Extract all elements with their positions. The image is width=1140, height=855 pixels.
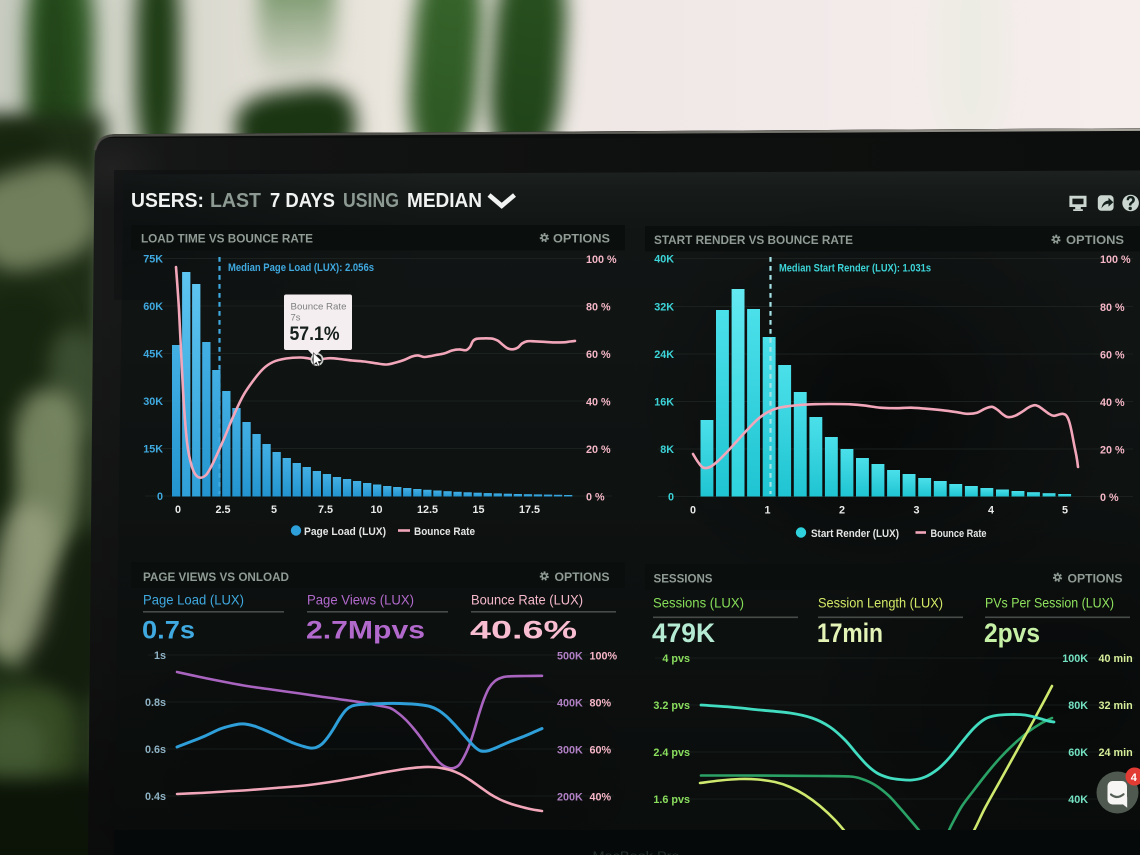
svg-text:75K: 75K — [143, 254, 163, 266]
svg-text:60%: 60% — [590, 745, 612, 757]
svg-text:PVs Per Session (LUX): PVs Per Session (LUX) — [985, 596, 1114, 611]
svg-text:20 %: 20 % — [1100, 445, 1125, 457]
svg-text:USING: USING — [343, 189, 399, 212]
svg-text:100 %: 100 % — [1100, 254, 1131, 266]
svg-text:40 %: 40 % — [1100, 397, 1125, 409]
svg-text:40 min: 40 min — [1099, 653, 1133, 665]
svg-text:0: 0 — [175, 504, 181, 516]
svg-text:60 %: 60 % — [586, 349, 611, 361]
svg-text:40.6%: 40.6% — [470, 617, 577, 645]
svg-text:20 %: 20 % — [586, 444, 611, 456]
svg-text:MEDIAN: MEDIAN — [407, 189, 482, 212]
svg-text:Session Length (LUX): Session Length (LUX) — [818, 596, 943, 611]
svg-text:1.6 pvs: 1.6 pvs — [653, 794, 690, 806]
svg-text:479K: 479K — [652, 618, 715, 648]
svg-text:40K: 40K — [1068, 794, 1088, 806]
svg-text:Bounce Rate: Bounce Rate — [931, 528, 987, 540]
svg-text:0.8s: 0.8s — [145, 697, 166, 709]
svg-text:24K: 24K — [654, 349, 674, 361]
svg-text:0 %: 0 % — [586, 492, 605, 504]
svg-text:57.1%: 57.1% — [290, 324, 340, 345]
svg-text:15: 15 — [472, 504, 484, 516]
svg-text:4: 4 — [1131, 772, 1138, 784]
svg-text:Median Start Render (LUX): 1.0: Median Start Render (LUX): 1.031s — [779, 263, 931, 275]
svg-text:16K: 16K — [654, 397, 674, 409]
svg-text:MacBook Pro: MacBook Pro — [593, 851, 680, 855]
svg-text:60K: 60K — [143, 301, 163, 313]
svg-text:2.5: 2.5 — [215, 504, 230, 516]
svg-text:100%: 100% — [590, 651, 618, 663]
svg-text:OPTIONS: OPTIONS — [555, 570, 610, 584]
svg-text:17.5: 17.5 — [519, 504, 540, 516]
svg-text:15K: 15K — [143, 444, 163, 456]
svg-text:4 pvs: 4 pvs — [662, 653, 690, 665]
svg-text:40%: 40% — [590, 792, 612, 804]
svg-text:Bounce Rate: Bounce Rate — [291, 302, 347, 313]
svg-text:0: 0 — [157, 491, 163, 503]
svg-text:2.7Mpvs: 2.7Mpvs — [306, 617, 425, 645]
svg-text:80 %: 80 % — [586, 302, 611, 314]
svg-text:LAST: LAST — [210, 189, 261, 212]
svg-text:7.5: 7.5 — [318, 504, 333, 516]
svg-text:OPTIONS: OPTIONS — [1066, 233, 1124, 247]
svg-text:4: 4 — [988, 505, 994, 517]
svg-text:OPTIONS: OPTIONS — [553, 232, 610, 246]
svg-text:Sessions (LUX): Sessions (LUX) — [653, 596, 744, 611]
svg-text:40K: 40K — [654, 254, 674, 266]
svg-text:60K: 60K — [1068, 747, 1088, 759]
svg-text:12.5: 12.5 — [417, 504, 438, 516]
svg-text:60 %: 60 % — [1100, 350, 1125, 362]
svg-text:400K: 400K — [557, 698, 583, 710]
svg-text:OPTIONS: OPTIONS — [1068, 572, 1123, 586]
svg-text:3.2 pvs: 3.2 pvs — [653, 700, 690, 712]
svg-text:300K: 300K — [557, 745, 583, 757]
svg-text:100 %: 100 % — [586, 254, 617, 266]
svg-text:0.4s: 0.4s — [145, 791, 166, 803]
svg-text:Bounce Rate (LUX): Bounce Rate (LUX) — [471, 593, 583, 608]
svg-text:Median Page Load (LUX): 2.056s: Median Page Load (LUX): 2.056s — [228, 262, 374, 274]
svg-text:100K: 100K — [1062, 653, 1088, 665]
svg-text:0: 0 — [690, 505, 696, 517]
svg-text:200K: 200K — [557, 792, 583, 804]
svg-text:32 min: 32 min — [1099, 700, 1133, 712]
svg-text:0.6s: 0.6s — [145, 744, 166, 756]
svg-text:5: 5 — [1062, 505, 1068, 517]
svg-text:0 %: 0 % — [1100, 492, 1119, 504]
svg-text:START RENDER VS BOUNCE RATE: START RENDER VS BOUNCE RATE — [654, 233, 853, 247]
svg-text:1s: 1s — [154, 650, 166, 662]
svg-text:2.4 pvs: 2.4 pvs — [653, 747, 690, 759]
svg-text:Page Load (LUX): Page Load (LUX) — [304, 526, 386, 538]
svg-text:8K: 8K — [660, 444, 674, 456]
svg-text:80%: 80% — [590, 698, 612, 710]
svg-text:2: 2 — [839, 505, 845, 517]
svg-text:2pvs: 2pvs — [984, 618, 1040, 648]
svg-text:SESSIONS: SESSIONS — [654, 572, 713, 586]
svg-text:Page Views (LUX): Page Views (LUX) — [307, 593, 414, 608]
svg-text:500K: 500K — [557, 651, 583, 663]
svg-text:Page Load (LUX): Page Load (LUX) — [143, 593, 244, 608]
svg-text:80 %: 80 % — [1100, 302, 1125, 314]
svg-text:30K: 30K — [143, 396, 163, 408]
svg-text:80K: 80K — [1068, 700, 1088, 712]
svg-text:0: 0 — [668, 492, 674, 504]
svg-text:1: 1 — [764, 505, 770, 517]
svg-text:7s: 7s — [291, 313, 301, 324]
svg-text:0.7s: 0.7s — [142, 617, 195, 645]
svg-text:5: 5 — [271, 504, 277, 516]
svg-text:45K: 45K — [143, 349, 163, 361]
svg-text:3: 3 — [913, 505, 919, 517]
svg-text:USERS:: USERS: — [131, 189, 204, 212]
svg-text:10: 10 — [370, 504, 382, 516]
svg-text:24 min: 24 min — [1099, 747, 1133, 759]
svg-text:7 DAYS: 7 DAYS — [270, 189, 335, 212]
svg-text:40 %: 40 % — [586, 397, 611, 409]
svg-text:Start Render (LUX): Start Render (LUX) — [811, 528, 899, 540]
svg-text:32K: 32K — [654, 302, 674, 314]
svg-text:PAGE VIEWS VS ONLOAD: PAGE VIEWS VS ONLOAD — [143, 570, 289, 584]
svg-text:LOAD TIME VS BOUNCE RATE: LOAD TIME VS BOUNCE RATE — [141, 232, 313, 246]
svg-text:17min: 17min — [817, 618, 883, 648]
svg-text:Bounce Rate: Bounce Rate — [414, 526, 475, 538]
